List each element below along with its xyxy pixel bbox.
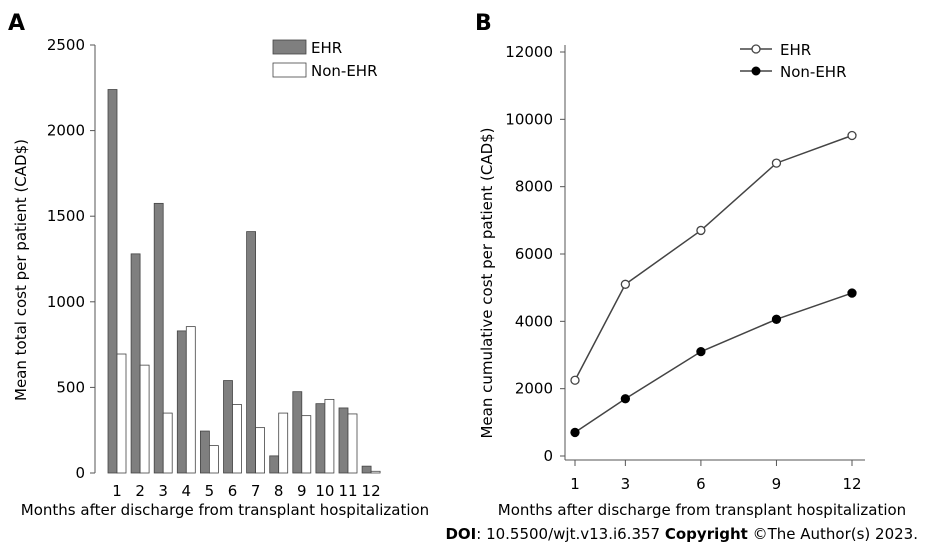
bar-ehr: [107, 89, 118, 474]
legend-label-ehr-b: EHR: [780, 41, 811, 59]
point-ehr: [620, 279, 631, 289]
copyright-text: ©The Author(s) 2023.: [747, 525, 918, 543]
panel-b-x-axis-label: Months after discharge from transplant h…: [498, 501, 906, 519]
point-non-ehr: [771, 314, 782, 324]
legend-swatch-non-ehr: [272, 62, 307, 78]
bar-non-ehr: [347, 413, 358, 474]
line-non-ehr: [574, 292, 853, 434]
point-ehr: [570, 375, 580, 385]
bar-ehr: [361, 465, 372, 474]
y-tick-label: 8000: [515, 178, 553, 196]
y-tick-label: 2000: [47, 122, 85, 140]
y-tick-label: 12000: [505, 43, 553, 61]
panel-b-y-ticks: 0 2000 4000 6000 8000 10000 12000: [505, 43, 565, 465]
bar-non-ehr: [162, 412, 173, 474]
bar-non-ehr: [370, 470, 381, 474]
panel-a-letter: A: [8, 11, 25, 36]
x-tick-label: 3: [158, 482, 168, 500]
x-tick-label: 9: [297, 482, 307, 500]
y-tick-label: 0: [543, 447, 553, 465]
legend-label-non-ehr-b: Non-EHR: [780, 63, 847, 81]
panel-a-legend: EHR Non-EHR: [272, 39, 378, 80]
x-tick-label: 12: [842, 475, 861, 493]
panel-b-x-ticks: 1 3 6 9 12: [570, 460, 862, 493]
bar-ehr: [223, 380, 233, 474]
y-tick-label: 500: [56, 378, 85, 396]
panel-a-y-axis-label: Mean total cost per patient (CAD$): [12, 139, 30, 401]
y-tick-label: 2500: [47, 36, 85, 54]
panel-b-y-axis-label: Mean cumulative cost per patient (CAD$): [478, 127, 496, 438]
y-tick-label: 10000: [505, 110, 553, 128]
point-non-ehr: [847, 288, 857, 298]
point-non-ehr: [570, 427, 580, 438]
x-tick-label: 11: [338, 482, 357, 500]
x-tick-label: 2: [135, 482, 145, 500]
legend-label-ehr: EHR: [311, 39, 342, 57]
panel-a-bars: [107, 89, 381, 474]
point-ehr: [696, 225, 706, 236]
bar-ehr: [199, 430, 210, 474]
x-tick-label: 3: [621, 475, 631, 493]
panel-b-legend: EHR Non-EHR: [740, 41, 847, 81]
point-ehr: [771, 158, 782, 168]
bar-non-ehr: [232, 404, 242, 474]
x-tick-label: 10: [315, 482, 334, 500]
bar-ehr: [315, 403, 326, 474]
bar-non-ehr: [185, 326, 196, 474]
bar-non-ehr: [139, 364, 150, 474]
x-tick-label: 4: [182, 482, 192, 500]
bar-ehr: [153, 202, 164, 474]
y-tick-label: 4000: [515, 312, 553, 330]
y-tick-label: 6000: [515, 245, 553, 263]
bar-ehr: [130, 253, 141, 474]
bar-ehr: [338, 407, 349, 474]
x-tick-label: 8: [274, 482, 284, 500]
bar-ehr: [269, 455, 280, 474]
x-tick-label: 5: [205, 482, 215, 500]
x-tick-label: 7: [251, 482, 261, 500]
bar-ehr: [246, 231, 257, 474]
copyright-label: Copyright: [664, 525, 748, 543]
point-ehr: [847, 130, 857, 141]
x-tick-label: 6: [696, 475, 706, 493]
doi-footer: DOI: 10.5500/wjt.v13.i6.357 Copyright ©T…: [445, 525, 918, 543]
bar-ehr: [292, 391, 303, 474]
point-non-ehr: [620, 394, 631, 404]
doi-text: : 10.5500/wjt.v13.i6.357: [476, 525, 665, 543]
doi-label: DOI: [445, 525, 477, 543]
bar-non-ehr: [255, 427, 266, 474]
y-tick-label: 2000: [515, 380, 553, 398]
panel-b-letter: B: [475, 11, 492, 36]
panel-b-lines: [570, 130, 857, 438]
bar-non-ehr: [116, 353, 127, 474]
legend-label-non-ehr: Non-EHR: [311, 62, 378, 80]
legend-marker-ehr: [751, 44, 761, 54]
x-tick-label: 6: [228, 482, 238, 500]
bar-non-ehr: [208, 445, 219, 474]
panel-a-x-ticks: 1 2 3 4 5 6 7 8 9 10 11 12: [112, 482, 380, 500]
x-tick-label: 12: [362, 482, 381, 500]
bar-non-ehr: [301, 415, 312, 474]
panel-a-y-ticks: 0 500 1000 1500 2000 2500: [47, 36, 95, 482]
panel-a-x-axis-label: Months after discharge from transplant h…: [21, 501, 429, 519]
x-tick-label: 1: [112, 482, 122, 500]
bar-non-ehr: [324, 398, 335, 474]
line-ehr: [574, 134, 853, 381]
y-tick-label: 1000: [47, 293, 85, 311]
legend-swatch-ehr: [272, 39, 307, 55]
bar-non-ehr: [278, 412, 289, 474]
legend-marker-non-ehr: [751, 66, 761, 76]
panel-b-chart: B 0 2000 4000 6000 8000 10000 12000 1 3 6 9 12 Mea…: [475, 11, 906, 519]
x-tick-label: 9: [772, 475, 782, 493]
y-tick-label: 1500: [47, 207, 85, 225]
point-non-ehr: [696, 346, 706, 357]
x-tick-label: 1: [570, 475, 580, 493]
y-tick-label: 0: [75, 464, 85, 482]
bar-ehr: [176, 330, 187, 474]
